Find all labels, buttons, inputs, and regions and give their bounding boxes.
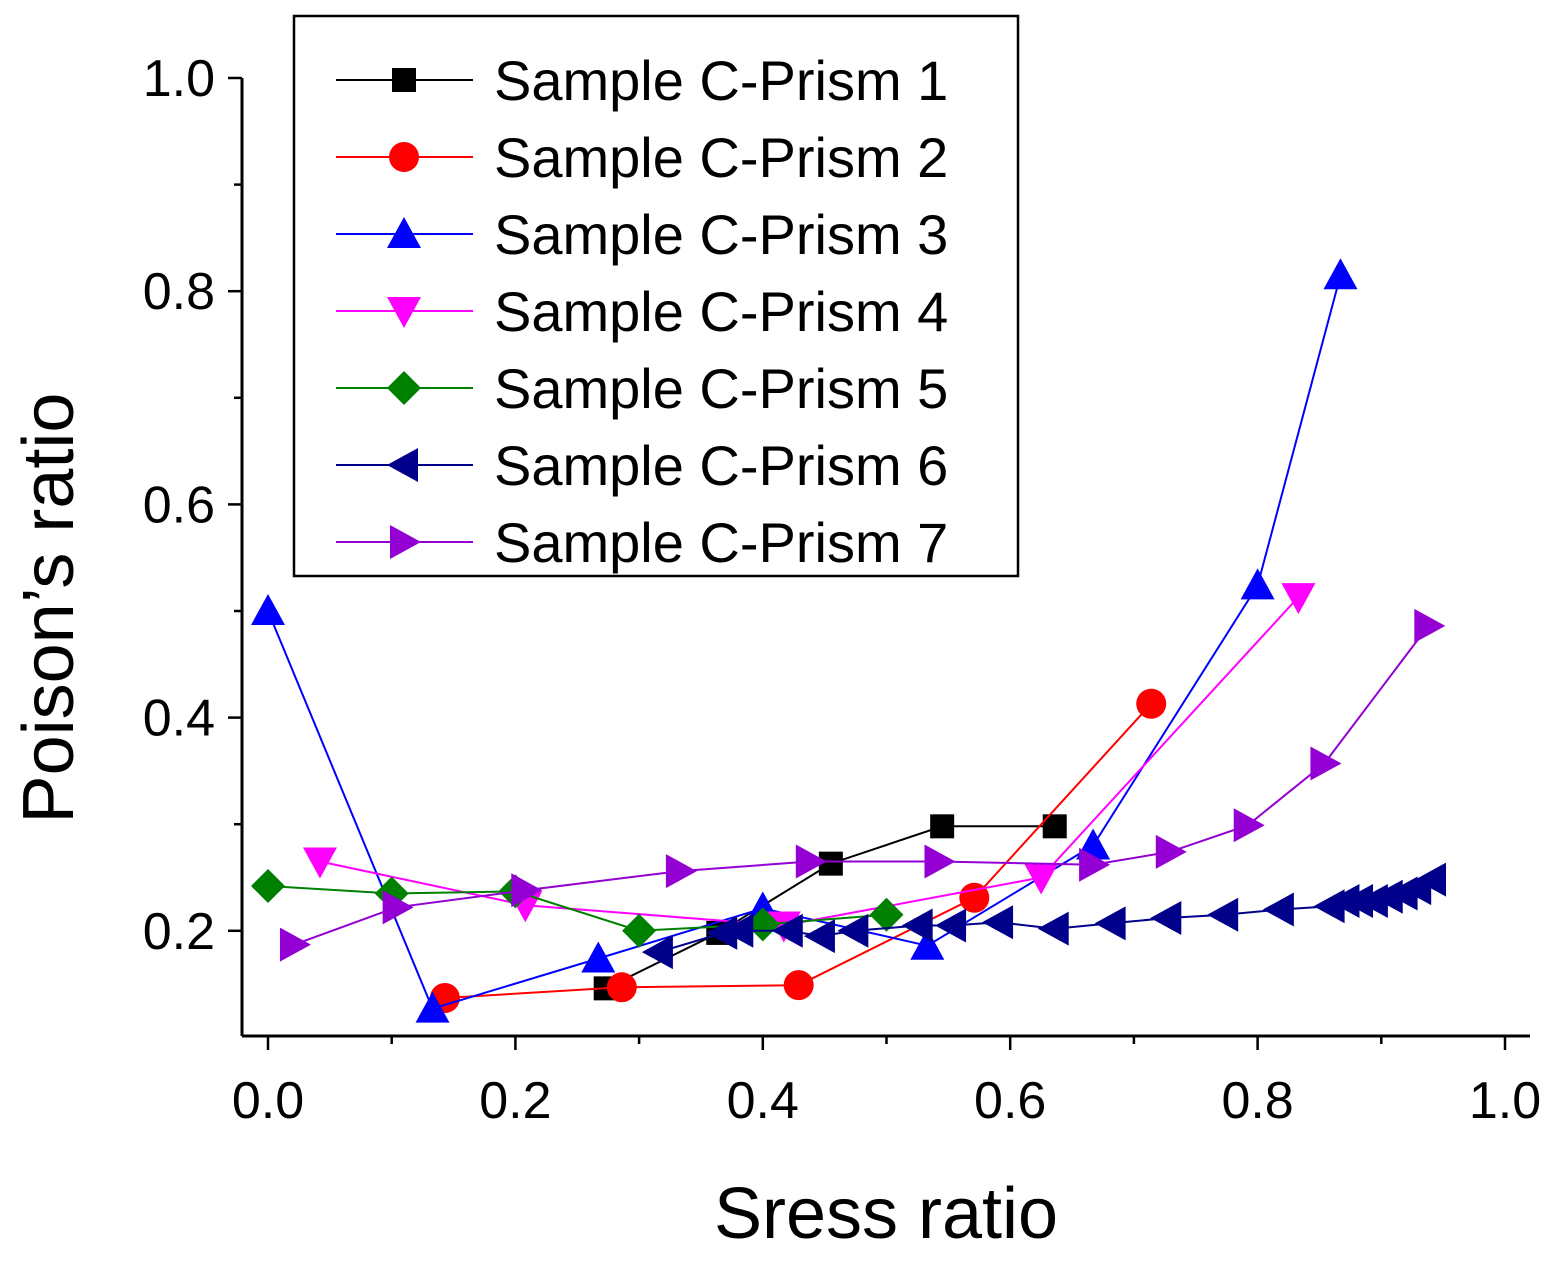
marker-triangle-left xyxy=(982,905,1014,940)
marker-triangle-left xyxy=(722,913,754,948)
marker-circle xyxy=(783,970,814,1001)
series-group xyxy=(251,258,1447,1023)
legend-entry: Sample C-Prism 5 xyxy=(336,357,948,420)
marker-triangle-up xyxy=(415,991,450,1023)
marker-triangle-right xyxy=(1079,847,1111,882)
series-7 xyxy=(279,608,1446,962)
marker-triangle-right xyxy=(1233,808,1265,843)
marker-triangle-up xyxy=(581,941,616,973)
marker-triangle-down xyxy=(387,297,421,328)
x-tick-label: 0.0 xyxy=(232,1072,304,1130)
marker-triangle-left xyxy=(1371,879,1403,914)
legend-label: Sample C-Prism 2 xyxy=(494,126,948,189)
marker-triangle-right xyxy=(382,890,414,925)
marker-triangle-right xyxy=(279,927,311,962)
legend-entry: Sample C-Prism 1 xyxy=(336,49,948,112)
marker-triangle-right xyxy=(665,854,697,889)
marker-triangle-left xyxy=(771,913,803,948)
marker-square xyxy=(392,68,416,92)
marker-triangle-right xyxy=(1414,608,1446,643)
legend-label: Sample C-Prism 1 xyxy=(494,49,948,112)
marker-triangle-up xyxy=(1240,568,1275,600)
y-tick-label: 0.2 xyxy=(143,903,215,961)
marker-triangle-up xyxy=(387,217,421,248)
marker-triangle-left xyxy=(706,915,738,950)
series-6 xyxy=(641,862,1447,970)
x-axis-title: Sress ratio xyxy=(714,1174,1058,1254)
legend-label: Sample C-Prism 3 xyxy=(494,203,948,266)
marker-diamond xyxy=(251,869,285,904)
legend-label: Sample C-Prism 5 xyxy=(494,357,948,420)
marker-triangle-left xyxy=(387,448,418,482)
marker-triangle-left xyxy=(1207,897,1239,932)
series-1 xyxy=(593,814,1067,1001)
marker-triangle-left xyxy=(641,935,673,970)
marker-triangle-up xyxy=(910,928,945,960)
marker-triangle-left xyxy=(1262,892,1294,927)
marker-triangle-left xyxy=(1094,906,1126,941)
marker-triangle-right xyxy=(795,844,827,879)
series-line xyxy=(293,625,1430,946)
x-tick-label: 0.2 xyxy=(479,1072,551,1130)
marker-diamond xyxy=(869,897,904,932)
y-tick-label: 1.0 xyxy=(143,50,215,108)
marker-triangle-up xyxy=(1323,258,1358,290)
legend-box xyxy=(292,14,1020,578)
marker-triangle-down xyxy=(302,847,337,879)
marker-triangle-left xyxy=(837,913,869,948)
marker-triangle-left xyxy=(803,919,835,954)
marker-triangle-down xyxy=(1024,863,1059,895)
legend-label: Sample C-Prism 7 xyxy=(494,511,948,574)
marker-triangle-left xyxy=(1037,911,1069,946)
marker-diamond xyxy=(622,913,657,948)
series-line xyxy=(267,885,887,932)
marker-triangle-left xyxy=(901,908,933,943)
y-tick-label: 0.8 xyxy=(143,263,215,321)
series-2 xyxy=(429,688,1167,1013)
marker-circle xyxy=(606,972,637,1003)
marker-triangle-right xyxy=(390,525,421,559)
x-tick-label: 0.4 xyxy=(727,1072,799,1130)
axes: 0.0 0.2 0.4 0.6 0.8 1.0 0.2 0.4 0.6 0.8 1.0 xyxy=(143,50,1541,1130)
x-tick-label: 1.0 xyxy=(1469,1072,1541,1130)
marker-triangle-right xyxy=(511,873,543,908)
marker-circle xyxy=(959,882,990,913)
marker-diamond xyxy=(387,371,421,405)
legend-entry: Sample C-Prism 4 xyxy=(336,280,948,343)
legend-entry: Sample C-Prism 6 xyxy=(336,434,948,497)
marker-triangle-right xyxy=(924,844,956,879)
legend: Sample C-Prism 1 Sample C-Prism 2 Sample C… xyxy=(292,14,1020,578)
x-tick-label: 0.6 xyxy=(974,1072,1046,1130)
y-tick-label: 0.6 xyxy=(143,476,215,534)
legend-entry: Sample C-Prism 2 xyxy=(336,126,948,189)
marker-circle xyxy=(389,142,419,172)
marker-square xyxy=(930,814,955,839)
marker-diamond xyxy=(745,907,780,942)
marker-triangle-left xyxy=(935,908,967,943)
marker-triangle-up xyxy=(251,594,285,625)
marker-triangle-left xyxy=(1150,901,1182,936)
series-4 xyxy=(302,583,1316,943)
marker-triangle-right xyxy=(1310,746,1342,781)
x-tick-label: 0.8 xyxy=(1221,1072,1293,1130)
legend-label: Sample C-Prism 4 xyxy=(494,280,948,343)
marker-triangle-right xyxy=(1155,834,1187,869)
marker-triangle-left xyxy=(1415,862,1447,897)
marker-triangle-down xyxy=(1281,583,1316,615)
legend-entry: Sample C-Prism 3 xyxy=(336,203,948,266)
marker-circle xyxy=(1136,688,1167,719)
series-line xyxy=(605,825,1055,990)
y-tick-label: 0.4 xyxy=(143,690,215,748)
y-axis-title: Poison’s ratio xyxy=(9,393,89,824)
legend-label: Sample C-Prism 6 xyxy=(494,434,948,497)
legend-entry: Sample C-Prism 7 xyxy=(336,511,948,574)
